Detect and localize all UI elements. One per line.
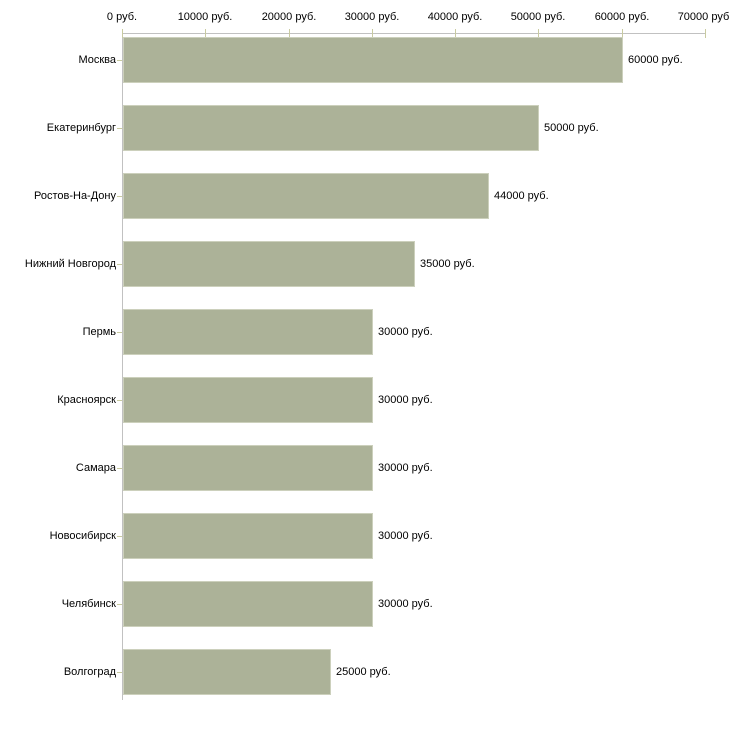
bar — [123, 445, 373, 491]
bar — [123, 581, 373, 627]
y-axis-tick — [117, 196, 122, 197]
category-label: Челябинск — [61, 598, 116, 610]
x-axis-tick-label: 30000 руб. — [344, 11, 400, 23]
category-label: Самара — [75, 462, 116, 474]
y-axis-line — [122, 33, 123, 700]
category-label: Красноярск — [57, 394, 116, 406]
y-axis-tick — [117, 332, 122, 333]
value-label: 35000 руб. — [420, 258, 475, 270]
y-axis-tick — [117, 536, 122, 537]
category-label: Москва — [78, 54, 116, 66]
x-axis-tick — [122, 29, 123, 38]
x-axis-tick-label: 60000 руб. — [594, 11, 650, 23]
x-axis-tick — [538, 29, 539, 38]
value-label: 25000 руб. — [336, 666, 391, 678]
bar — [123, 105, 539, 151]
x-axis-line — [122, 33, 705, 34]
bar — [123, 37, 623, 83]
value-label: 50000 руб. — [544, 122, 599, 134]
x-axis-tick — [372, 29, 373, 38]
y-axis-tick — [117, 264, 122, 265]
value-label: 30000 руб. — [378, 326, 433, 338]
x-axis-tick — [622, 29, 623, 38]
value-label: 30000 руб. — [378, 598, 433, 610]
value-label: 60000 руб. — [628, 54, 683, 66]
value-label: 30000 руб. — [378, 530, 433, 542]
x-axis-tick-label: 40000 руб. — [427, 11, 483, 23]
category-label: Пермь — [82, 326, 116, 338]
y-axis-tick — [117, 400, 122, 401]
y-axis-tick — [117, 604, 122, 605]
y-axis-tick — [117, 60, 122, 61]
bar — [123, 649, 331, 695]
bar — [123, 241, 415, 287]
bar — [123, 513, 373, 559]
category-label: Ростов-На-Дону — [33, 190, 116, 202]
category-label: Нижний Новгород — [24, 258, 116, 270]
x-axis-tick — [705, 29, 706, 38]
value-label: 30000 руб. — [378, 462, 433, 474]
x-axis-tick-label: 70000 руб. — [677, 11, 730, 23]
y-axis-tick — [117, 468, 122, 469]
bar — [123, 309, 373, 355]
value-label: 30000 руб. — [378, 394, 433, 406]
value-label: 44000 руб. — [494, 190, 549, 202]
category-label: Екатеринбург — [46, 122, 116, 134]
bar — [123, 377, 373, 423]
y-axis-tick — [117, 128, 122, 129]
x-axis-tick — [455, 29, 456, 38]
x-axis-tick-label: 20000 руб. — [261, 11, 317, 23]
y-axis-tick — [117, 672, 122, 673]
category-label: Волгоград — [63, 666, 116, 678]
x-axis-tick — [289, 29, 290, 38]
bar — [123, 173, 489, 219]
x-axis-tick-label: 10000 руб. — [177, 11, 233, 23]
category-label: Новосибирск — [49, 530, 116, 542]
x-axis-tick-label: 0 руб. — [106, 11, 138, 23]
x-axis-tick-label: 50000 руб. — [510, 11, 566, 23]
x-axis-tick — [205, 29, 206, 38]
